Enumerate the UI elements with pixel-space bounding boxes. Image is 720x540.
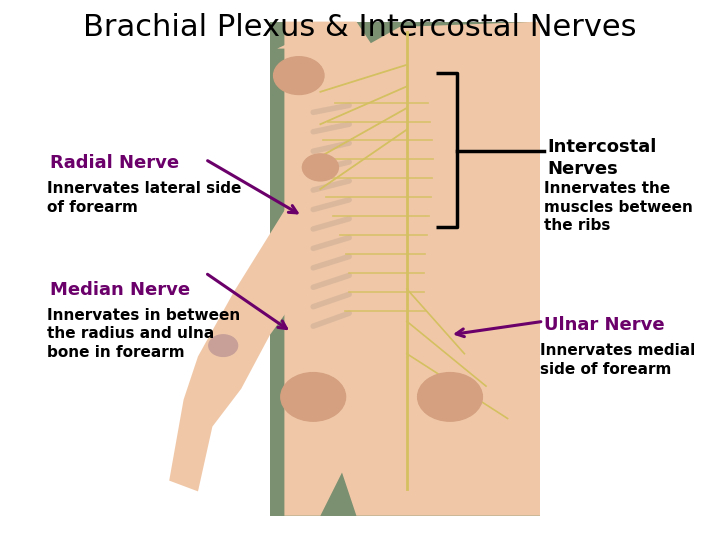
- Circle shape: [302, 154, 338, 181]
- Text: Intercostal
Nerves: Intercostal Nerves: [547, 138, 657, 178]
- Text: Innervates the
muscles between
the ribs: Innervates the muscles between the ribs: [544, 181, 693, 233]
- Text: Brachial Plexus & Intercostal Nerves: Brachial Plexus & Intercostal Nerves: [84, 14, 636, 43]
- Bar: [270, 22, 540, 516]
- Polygon shape: [169, 22, 364, 491]
- Circle shape: [274, 57, 324, 94]
- Text: Ulnar Nerve: Ulnar Nerve: [544, 316, 665, 334]
- Circle shape: [209, 335, 238, 356]
- Text: Innervates in between
the radius and ulna
bone in forearm: Innervates in between the radius and uln…: [47, 308, 240, 360]
- Text: Innervates medial
side of forearm: Innervates medial side of forearm: [540, 343, 696, 376]
- Circle shape: [281, 373, 346, 421]
- Text: Radial Nerve: Radial Nerve: [50, 154, 179, 172]
- Circle shape: [418, 373, 482, 421]
- Text: Median Nerve: Median Nerve: [50, 281, 191, 299]
- Polygon shape: [284, 22, 540, 516]
- Text: Innervates lateral side
of forearm: Innervates lateral side of forearm: [47, 181, 241, 214]
